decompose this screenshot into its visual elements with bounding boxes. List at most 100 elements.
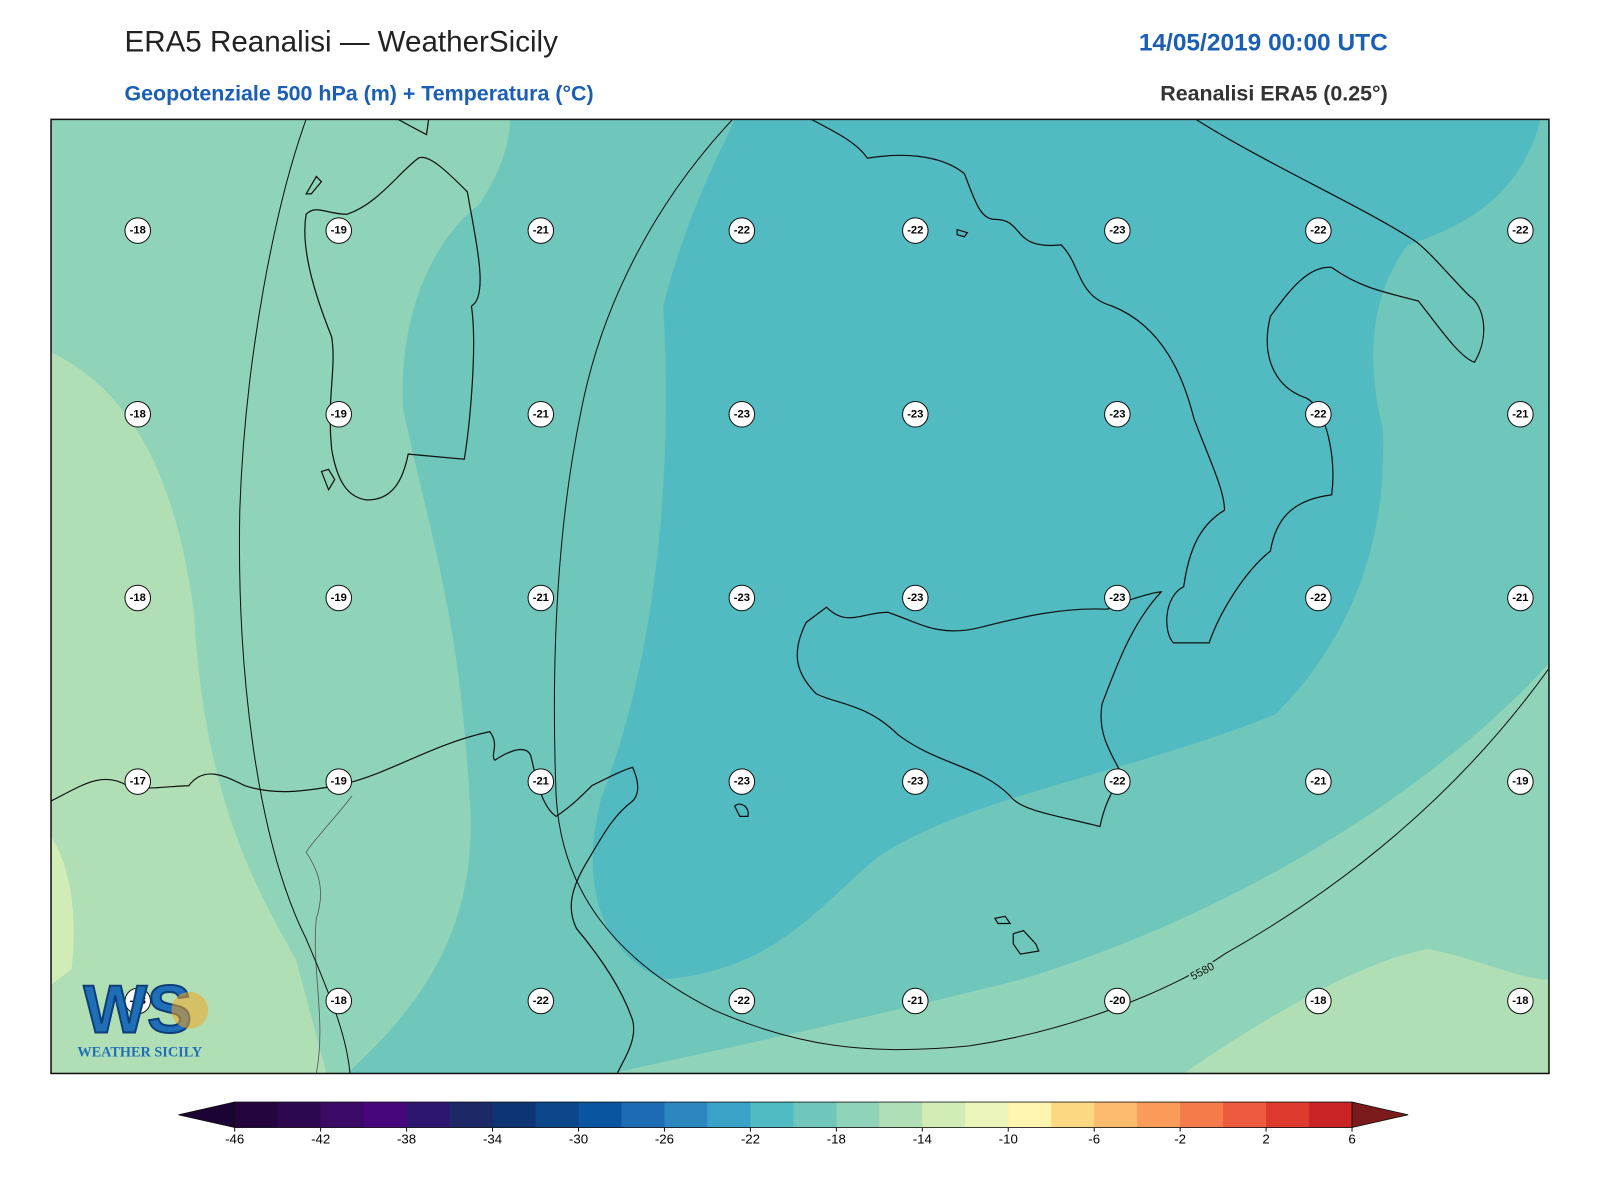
station-marker bbox=[527, 987, 555, 1015]
station-temperature: -23 bbox=[907, 776, 923, 788]
station-marker bbox=[1507, 217, 1534, 244]
temperature-labels: -18 -19 -21 -22 -22 -23 -22 -22 -18 -19 -21 -23 -23 -… bbox=[124, 217, 1534, 1015]
colorbar-tick-label: -42 bbox=[311, 1131, 330, 1146]
station-temperature: -18 bbox=[130, 408, 146, 420]
station-temperature: -19 bbox=[331, 776, 347, 788]
station-marker bbox=[325, 401, 353, 428]
station-temperature: -21 bbox=[533, 776, 549, 788]
station-temperature: -20 bbox=[1109, 995, 1125, 1007]
station-marker bbox=[1507, 987, 1534, 1015]
colorbar-block bbox=[320, 1102, 365, 1128]
station-marker bbox=[527, 217, 555, 244]
colorbar-tick-label: -22 bbox=[741, 1131, 760, 1146]
station-marker bbox=[527, 584, 555, 612]
station-temperature: -22 bbox=[734, 995, 750, 1007]
station-marker bbox=[1305, 217, 1332, 244]
colorbar-block bbox=[707, 1102, 751, 1128]
station-marker bbox=[1507, 768, 1534, 795]
coastline-sicily bbox=[796, 591, 1163, 828]
station-marker bbox=[1104, 987, 1131, 1015]
field-pale bbox=[51, 836, 74, 985]
colorbar-block bbox=[922, 1102, 966, 1128]
station-marker bbox=[1104, 217, 1131, 244]
station-temperature: -22 bbox=[734, 225, 750, 237]
station-temperature: -18 bbox=[130, 225, 146, 237]
station-temperature: -19 bbox=[331, 592, 347, 604]
colorbar-tick-label: -18 bbox=[827, 1131, 846, 1146]
colorbar-tick-label: -34 bbox=[483, 1131, 502, 1146]
station-temperature: -22 bbox=[1310, 408, 1326, 420]
station-temperature: -23 bbox=[734, 408, 750, 420]
border bbox=[305, 795, 353, 1074]
station-marker bbox=[527, 768, 555, 795]
colorbar-block bbox=[234, 1102, 279, 1128]
colorbar-block bbox=[578, 1102, 622, 1128]
logo-text: WEATHER SICILY bbox=[77, 1044, 203, 1060]
station-marker bbox=[124, 584, 152, 612]
colorbar-block bbox=[1180, 1102, 1224, 1128]
station-marker bbox=[728, 584, 756, 612]
station-temperature: -18 bbox=[1310, 995, 1326, 1007]
station-temperature: -19 bbox=[331, 408, 347, 420]
colorbar-block bbox=[793, 1102, 837, 1128]
coastline-tunisia bbox=[51, 730, 639, 1074]
colorbar-block bbox=[1094, 1102, 1138, 1128]
colorbar-tick-label: -14 bbox=[913, 1131, 932, 1146]
station-marker bbox=[728, 987, 756, 1015]
station-temperature: -21 bbox=[533, 592, 549, 604]
colorbar-tick-label: -2 bbox=[1174, 1131, 1186, 1146]
valid-time: 14/05/2019 00:00 UTC bbox=[1139, 29, 1388, 56]
station-marker bbox=[124, 401, 152, 428]
geopotential-contour bbox=[238, 119, 351, 1074]
map-frame bbox=[50, 118, 1550, 1075]
title: ERA5 Reanalisi — WeatherSicily bbox=[124, 26, 558, 59]
station-marker bbox=[902, 584, 929, 612]
colorbar-tick-label: -38 bbox=[397, 1131, 416, 1146]
colorbar-frame bbox=[234, 1101, 1353, 1128]
colorbar-block bbox=[1137, 1102, 1181, 1128]
colorbar-block bbox=[277, 1102, 322, 1128]
colorbar-tick-label: -46 bbox=[225, 1131, 244, 1146]
station-marker bbox=[902, 217, 929, 244]
station-marker bbox=[728, 401, 756, 428]
station-marker bbox=[527, 401, 555, 428]
station-temperature: -23 bbox=[734, 592, 750, 604]
station-temperature: -19 bbox=[1512, 776, 1528, 788]
station-temperature: -22 bbox=[533, 995, 549, 1007]
station-temperature: -21 bbox=[1310, 776, 1326, 788]
station-temperature: -21 bbox=[1512, 592, 1528, 604]
station-marker bbox=[1507, 401, 1534, 428]
station-temperature: -23 bbox=[1109, 408, 1125, 420]
station-marker bbox=[325, 768, 353, 795]
colorbar-over bbox=[1351, 1101, 1409, 1129]
station-temperature: -23 bbox=[907, 408, 923, 420]
station-marker bbox=[1305, 768, 1332, 795]
station-temperature: -23 bbox=[907, 592, 923, 604]
station-marker bbox=[325, 217, 353, 244]
coastline-italy bbox=[810, 119, 1485, 644]
station-marker bbox=[902, 401, 929, 428]
station-temperature: -22 bbox=[1512, 225, 1528, 237]
station-marker bbox=[1104, 401, 1131, 428]
subtitle: Geopotenziale 500 hPa (m) + Temperatura … bbox=[124, 82, 593, 106]
station-marker bbox=[1507, 584, 1534, 612]
station-marker bbox=[124, 217, 152, 244]
colorbar-tick-label: 6 bbox=[1348, 1131, 1355, 1146]
colorbar-tick-label: -30 bbox=[569, 1131, 588, 1146]
colorbar-block bbox=[492, 1102, 537, 1128]
station-temperature: -18 bbox=[130, 995, 146, 1007]
station-temperature: -21 bbox=[907, 995, 923, 1007]
colorbar-block bbox=[1223, 1102, 1267, 1128]
station-temperature: -22 bbox=[1310, 225, 1326, 237]
colorbar-block bbox=[664, 1102, 708, 1128]
geopotential-contour bbox=[553, 119, 1549, 1051]
colorbar-block bbox=[535, 1102, 580, 1128]
field-light bbox=[51, 352, 327, 1074]
colorbar-tick-label: -10 bbox=[999, 1131, 1018, 1146]
colorbar-block bbox=[449, 1102, 494, 1128]
colorbar-block bbox=[1008, 1102, 1052, 1128]
colorbar: -46 -42 -38 -34 -30 -26 -22 -18 -14 -10 -6 -2 2 6 bbox=[178, 1101, 1409, 1146]
station-marker bbox=[1305, 401, 1332, 428]
